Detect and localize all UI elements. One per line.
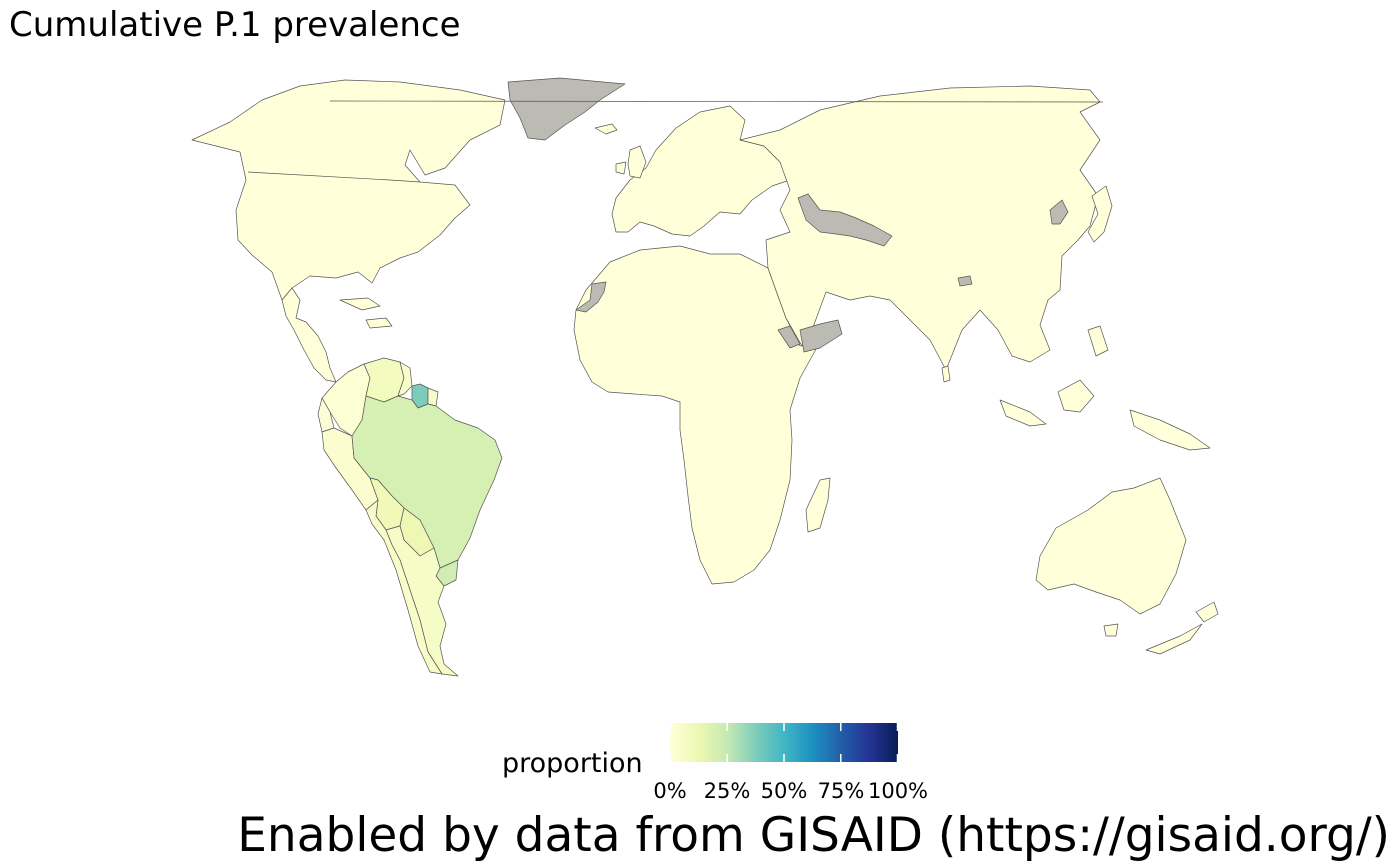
legend-labels: 0% 25% 50% 75% 100% bbox=[640, 781, 940, 805]
region-new-zealand bbox=[1145, 601, 1219, 655]
region-madagascar bbox=[805, 477, 831, 533]
region-australia bbox=[1035, 477, 1187, 615]
region-turkmenistan-afghanistan bbox=[797, 193, 893, 247]
region-tasmania bbox=[1103, 623, 1119, 637]
region-yemen bbox=[799, 319, 843, 353]
legend-label-0: 0% bbox=[653, 779, 687, 803]
legend-color-bar bbox=[670, 723, 898, 762]
legend-label-75: 75% bbox=[817, 779, 865, 803]
region-japan bbox=[1087, 185, 1113, 243]
arctic-line bbox=[329, 100, 1104, 103]
region-iceland bbox=[594, 123, 618, 135]
legend-label-100: 100% bbox=[867, 779, 929, 803]
region-guyana bbox=[397, 361, 413, 397]
region-asia bbox=[739, 85, 1101, 371]
us-canada-border bbox=[247, 171, 421, 183]
region-greenland bbox=[507, 77, 626, 141]
region-western-sahara bbox=[575, 281, 607, 313]
region-north-america bbox=[191, 79, 506, 301]
region-caribbean bbox=[339, 297, 393, 329]
legend-ticks bbox=[670, 723, 898, 762]
region-bhutan bbox=[957, 275, 973, 287]
legend-label-50: 50% bbox=[760, 779, 808, 803]
region-central-america bbox=[281, 287, 337, 383]
caption: Enabled by data from GISAID (https://gis… bbox=[237, 808, 1390, 863]
region-french-guiana bbox=[427, 387, 439, 407]
legend-label-25: 25% bbox=[703, 779, 751, 803]
region-chile bbox=[365, 499, 443, 675]
region-southeast-asia-islands bbox=[999, 325, 1211, 451]
legend-title: proportion bbox=[502, 748, 643, 779]
region-eritrea bbox=[777, 325, 801, 349]
region-uk-ireland bbox=[615, 145, 647, 179]
region-sri-lanka bbox=[941, 365, 951, 383]
plot-title: Cumulative P.1 prevalence bbox=[9, 5, 461, 45]
world-map bbox=[191, 77, 1219, 677]
region-north-korea bbox=[1049, 199, 1069, 225]
region-africa bbox=[573, 245, 821, 585]
